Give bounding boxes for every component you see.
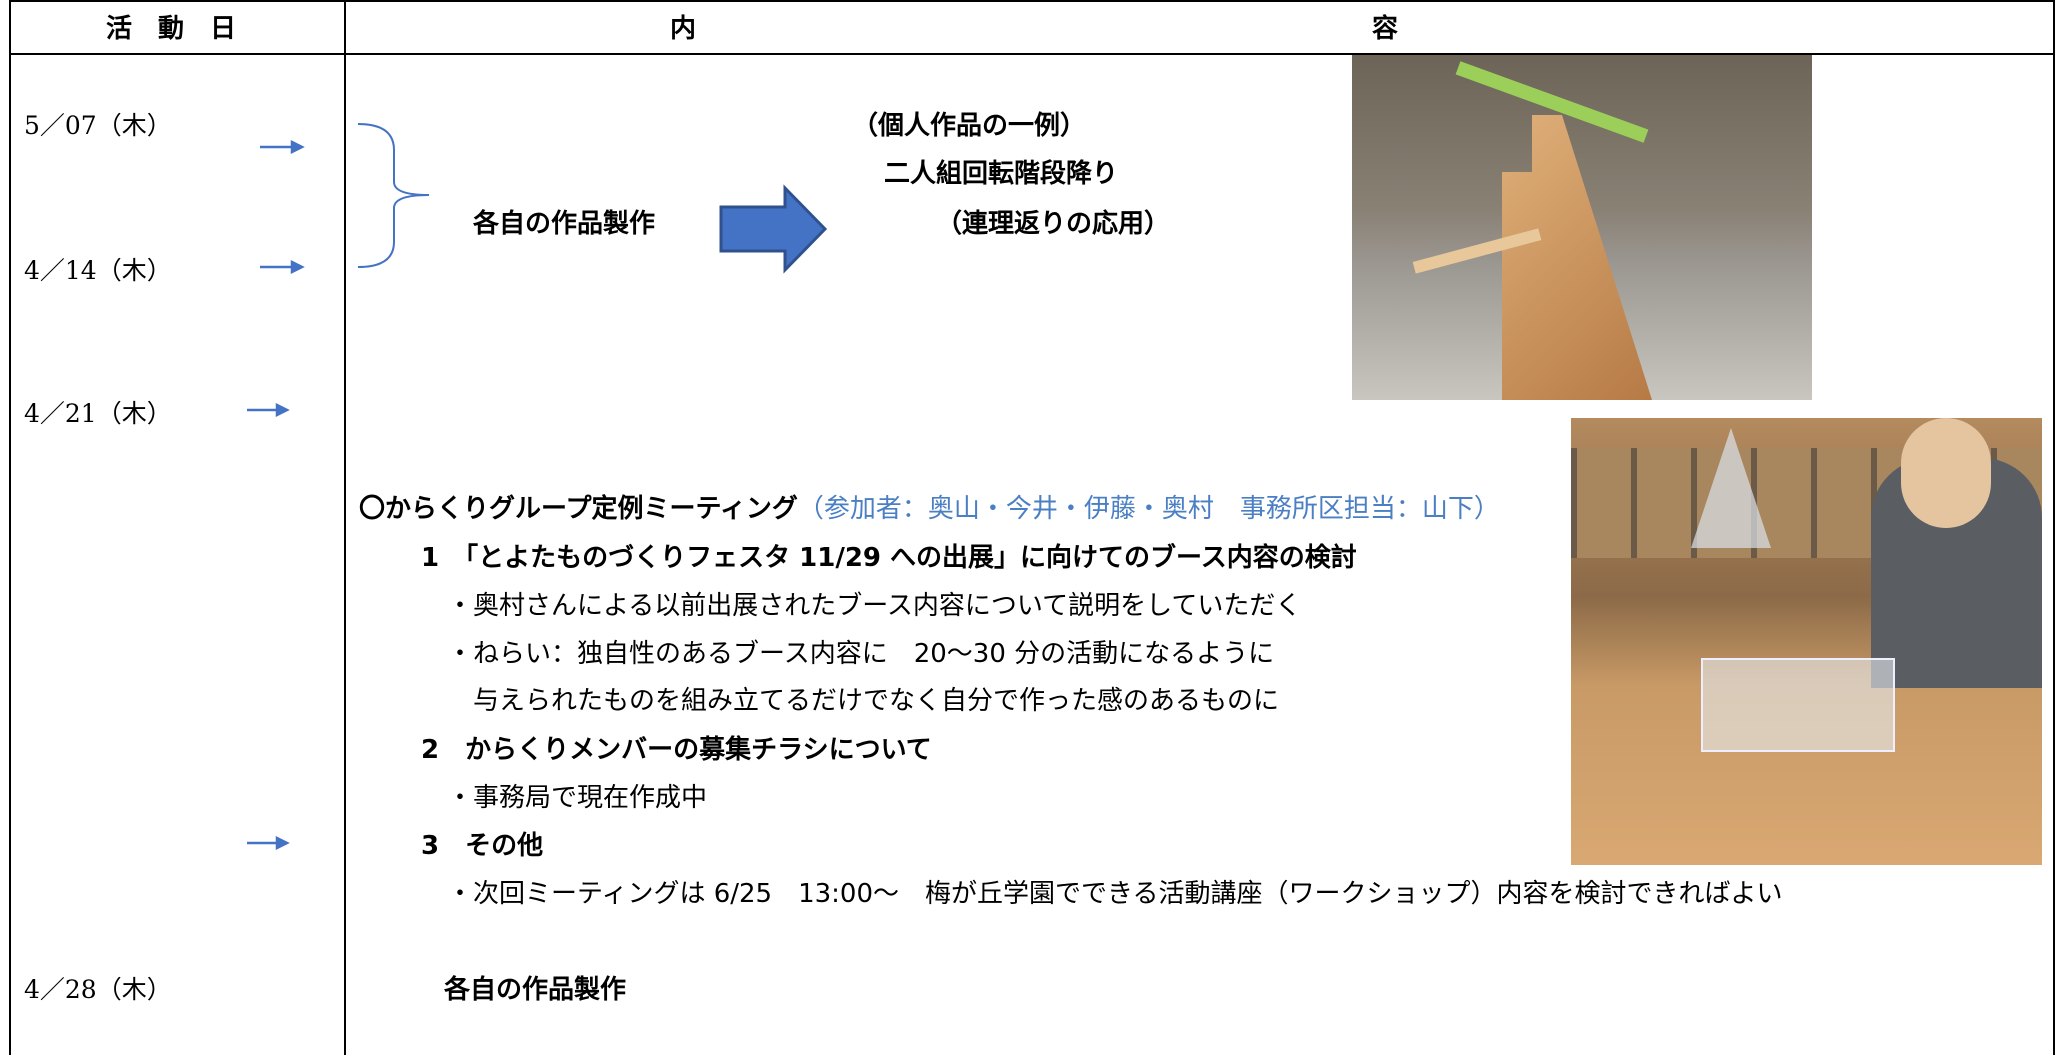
item-line: 与えられたものを組み立てるだけでなく自分で作った感のあるものに bbox=[473, 686, 1280, 716]
item-line: ・奥村さんによる以前出展されたブース内容について説明をしていただく bbox=[447, 591, 1302, 621]
table-left bbox=[9, 0, 11, 1055]
item-heading: 3 その他 bbox=[421, 831, 544, 861]
photo-meeting bbox=[1571, 418, 2042, 865]
photo-stairs bbox=[1352, 55, 1812, 400]
header-cell: 内 bbox=[670, 14, 697, 44]
header-cell: 活 動 日 bbox=[106, 14, 237, 44]
table-right bbox=[2053, 0, 2055, 1055]
work-note: （連理返りの応用） bbox=[936, 209, 1171, 239]
arrows bbox=[247, 139, 305, 851]
work-example: （個人作品の一例） bbox=[852, 111, 1087, 141]
column-divider bbox=[344, 0, 346, 1055]
date: 4／28（木） bbox=[24, 975, 172, 1004]
big-arrow bbox=[719, 184, 828, 274]
work-label: 各自の作品製作 bbox=[473, 209, 656, 239]
header-bottom bbox=[9, 53, 2055, 55]
brace bbox=[357, 123, 430, 268]
meeting-title: 〇からくりグループ定例ミーティング（参加者：奥山・今井・伊藤・奥村 事務所区担当… bbox=[359, 494, 1500, 524]
item-heading: 1 「とよたものづくりフェスタ 11/29 への出展」に向けてのブース内容の検討 bbox=[421, 543, 1357, 573]
date: 4／21（木） bbox=[24, 399, 172, 428]
item-line: ・次回ミーティングは 6/25 13:00〜 梅が丘学園でできる活動講座（ワーク… bbox=[447, 879, 1783, 909]
item-heading: 2 からくりメンバーの募集チラシについて bbox=[421, 735, 932, 765]
date: 5／07（木） bbox=[24, 111, 172, 140]
item-line: ・ねらい：独自性のあるブース内容に 20〜30 分の活動になるように bbox=[447, 639, 1275, 669]
item-line: ・事務局で現在作成中 bbox=[447, 783, 708, 813]
date: 4／14（木） bbox=[24, 256, 172, 285]
work-title: 二人組回転階段降り bbox=[884, 159, 1119, 189]
last-label: 各自の作品製作 bbox=[444, 975, 627, 1005]
header-cell: 容 bbox=[1372, 14, 1399, 44]
table-top bbox=[9, 0, 2055, 2]
